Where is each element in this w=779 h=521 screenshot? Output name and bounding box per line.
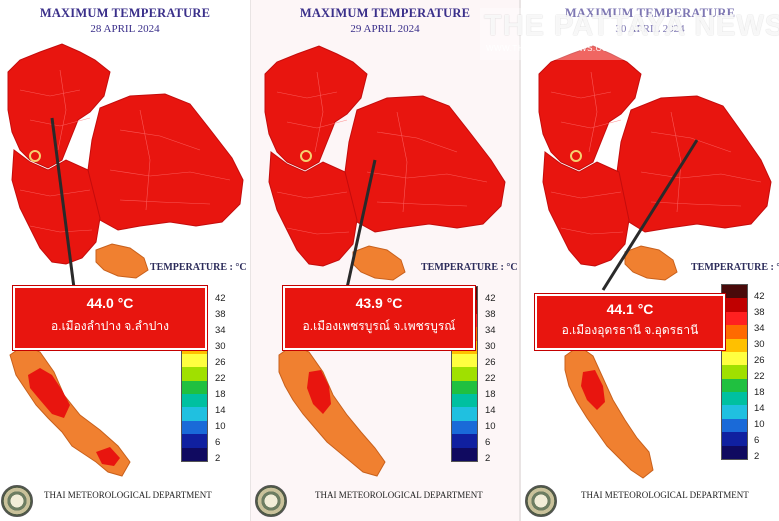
pointer-line <box>345 159 377 289</box>
panel-date: 29 APRIL 2024 <box>350 23 420 35</box>
color-scale <box>721 284 748 460</box>
scale-ticks: 42 38 34 30 26 22 18 14 10 6 2 <box>215 293 226 464</box>
temperature-unit-label: TEMPERATURE : °C <box>691 262 779 273</box>
hotspot-marker <box>29 150 41 162</box>
north-region <box>538 45 642 171</box>
tmd-seal-icon <box>255 485 287 517</box>
north-region <box>264 45 368 171</box>
south-hot-zone <box>28 368 70 418</box>
east-region <box>624 245 678 281</box>
northeast-region <box>344 95 506 233</box>
scale-band <box>722 298 747 312</box>
south-hot-zone-2 <box>96 447 120 466</box>
temperature-unit-label: TEMPERATURE : °C <box>150 262 247 273</box>
footer-credit: THAI METEOROLOGICAL DEPARTMENT <box>581 490 749 500</box>
pointer-line <box>50 117 76 289</box>
pointer-line <box>601 139 699 291</box>
scale-band <box>452 380 477 394</box>
scale-band <box>722 392 747 406</box>
tmd-seal-icon <box>1 485 33 517</box>
scale-band <box>722 365 747 379</box>
scale-band <box>722 378 747 392</box>
scale-band <box>452 353 477 368</box>
scale-band <box>722 311 747 326</box>
scale-band <box>182 434 207 448</box>
max-temp-callout: 44.0 °C อ.เมืองลำปาง จ.ลำปาง <box>13 286 207 350</box>
scale-band <box>722 432 747 446</box>
scale-band <box>722 445 747 459</box>
max-temp-location: อ.เมืองเพชรบูรณ์ จ.เพชรบูรณ์ <box>302 319 456 333</box>
scale-band <box>182 420 207 435</box>
scale-band <box>182 407 207 421</box>
panel-date: 28 APRIL 2024 <box>90 23 160 35</box>
scale-band <box>452 420 477 435</box>
max-temp-value: 43.9 °C <box>355 295 403 311</box>
province-borders <box>19 69 231 233</box>
scale-band <box>722 418 747 433</box>
max-temp-value: 44.0 °C <box>86 295 134 311</box>
scale-band <box>452 394 477 408</box>
scale-band <box>452 367 477 381</box>
scale-band <box>452 407 477 421</box>
scale-band <box>182 394 207 408</box>
panel-title: MAXIMUM TEMPERATURE <box>564 6 736 20</box>
scale-band <box>722 338 747 352</box>
scale-band <box>452 447 477 461</box>
central-region <box>268 151 358 267</box>
northeast-region <box>87 93 244 231</box>
south-region <box>278 344 386 477</box>
panel-title: MAXIMUM TEMPERATURE <box>299 6 471 20</box>
max-temp-location: อ.เมืองอุดรธานี จ.อุดรธานี <box>561 323 699 337</box>
max-temp-value: 44.1 °C <box>606 301 654 317</box>
thailand-temperature-map <box>264 45 506 477</box>
province-borders <box>550 71 762 235</box>
south-hot-zone <box>307 370 331 414</box>
scale-band <box>722 351 747 366</box>
scale-band <box>722 285 747 299</box>
east-region <box>95 243 149 279</box>
tmd-seal-icon <box>525 485 557 517</box>
footer-credit: THAI METEOROLOGICAL DEPARTMENT <box>44 490 212 500</box>
hotspot-marker <box>300 150 312 162</box>
scale-ticks: 42 38 34 30 26 22 18 14 10 6 2 <box>754 291 765 462</box>
province-borders <box>276 71 488 235</box>
south-hot-zone <box>581 370 605 410</box>
scale-band <box>722 325 747 339</box>
east-region <box>352 245 406 281</box>
watermark-subtitle: WWW.THEPATTAYANEWS.COM FB.COM/THEPATTAYA… <box>486 44 736 53</box>
scale-band <box>722 405 747 419</box>
watermark-logo: THE PATTAYA NEWS WWW.THEPATTAYANEWS.COM … <box>480 8 779 60</box>
max-temp-location: อ.เมืองลำปาง จ.ลำปาง <box>51 319 169 333</box>
panel-date: 30 APRIL 2024 <box>615 23 685 35</box>
footer-credit: THAI METEOROLOGICAL DEPARTMENT <box>315 490 483 500</box>
north-region <box>7 43 111 169</box>
central-region <box>11 149 101 265</box>
watermark-title: THE PATTAYA NEWS <box>484 10 779 42</box>
scale-band <box>182 353 207 368</box>
thailand-temperature-map <box>538 45 772 479</box>
northeast-region <box>616 95 772 233</box>
max-temp-callout: 44.1 °C อ.เมืองอุดรธานี จ.อุดรธานี <box>535 294 725 350</box>
scale-ticks: 42 38 34 30 26 22 18 14 10 6 2 <box>485 293 496 464</box>
scale-band <box>182 380 207 394</box>
map-panel-28-april: MAXIMUM TEMPERATURE 28 APRIL 2024 TEMPER… <box>0 0 250 521</box>
panel-title: MAXIMUM TEMPERATURE <box>39 6 211 20</box>
max-temp-callout: 43.9 °C อ.เมืองเพชรบูรณ์ จ.เพชรบูรณ์ <box>283 286 475 350</box>
central-region <box>542 151 630 267</box>
scale-band <box>182 367 207 381</box>
hotspot-marker <box>570 150 582 162</box>
scale-band <box>182 447 207 461</box>
scale-band <box>452 434 477 448</box>
south-region <box>564 345 654 479</box>
map-panel-29-april: MAXIMUM TEMPERATURE 29 APRIL 2024 TEMPER… <box>251 0 519 521</box>
map-panel-30-april: MAXIMUM TEMPERATURE 30 APRIL 2024 TEMPER… <box>521 0 779 521</box>
temperature-unit-label: TEMPERATURE : °C <box>421 262 518 273</box>
thailand-temperature-map <box>7 43 244 477</box>
